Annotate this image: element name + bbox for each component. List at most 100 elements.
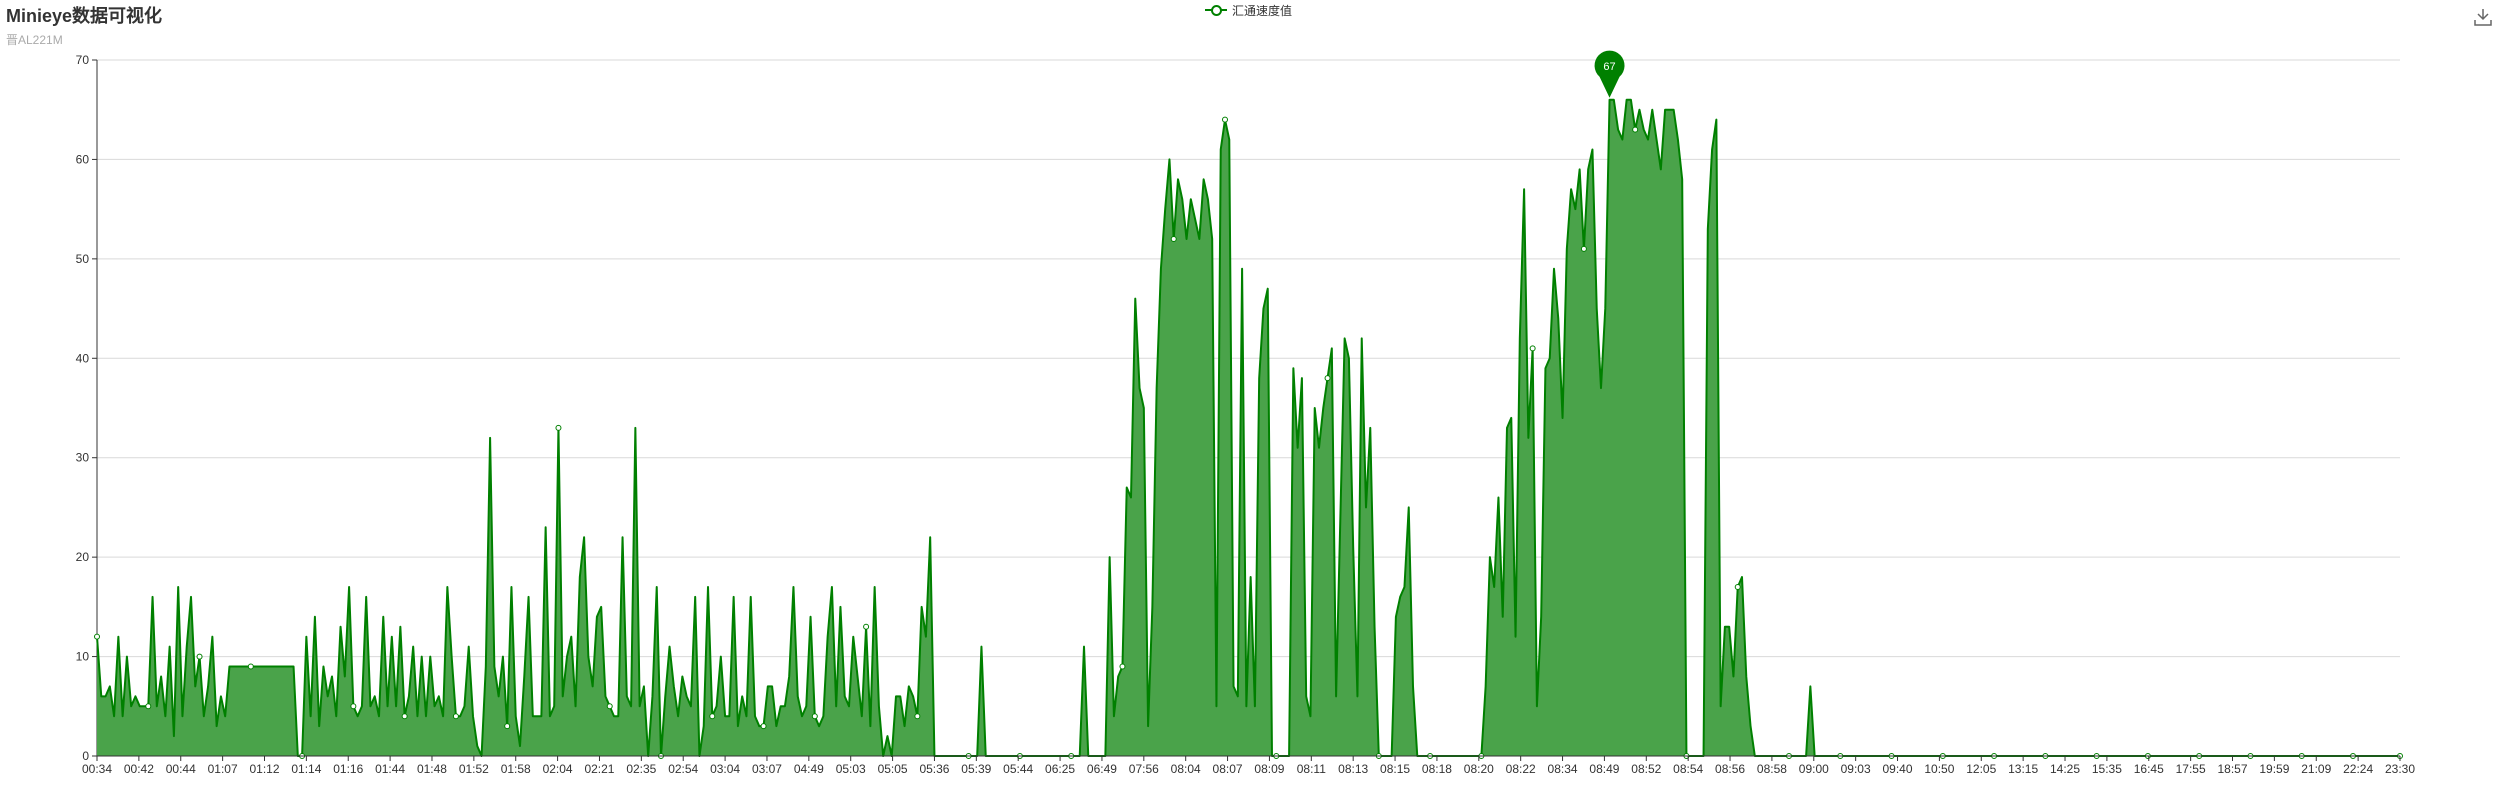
x-tick-label: 02:04 [543, 762, 573, 776]
x-tick-label: 02:54 [668, 762, 698, 776]
x-tick-label: 08:18 [1422, 762, 1452, 776]
chart-subtitle: 晋AL221M [6, 33, 63, 47]
chart-title: Minieye数据可视化 [6, 6, 163, 26]
data-point[interactable] [1170, 235, 1177, 242]
x-tick-label: 08:54 [1673, 762, 1703, 776]
x-tick-label: 07:56 [1129, 762, 1159, 776]
data-point[interactable] [452, 713, 459, 720]
y-tick-label: 30 [76, 451, 90, 465]
x-tick-label: 08:20 [1464, 762, 1494, 776]
data-point[interactable] [1734, 583, 1741, 590]
x-tick-label: 01:07 [208, 762, 238, 776]
x-tick-label: 01:14 [291, 762, 321, 776]
x-tick-label: 01:16 [333, 762, 363, 776]
x-tick-label: 10:50 [1924, 762, 1954, 776]
data-point[interactable] [1324, 375, 1331, 382]
x-tick-label: 09:03 [1841, 762, 1871, 776]
y-tick-label: 40 [76, 351, 90, 365]
legend-line-circle-icon [1205, 4, 1227, 16]
data-point[interactable] [863, 623, 870, 630]
x-tick-label: 17:55 [2176, 762, 2206, 776]
x-tick-label: 12:05 [1966, 762, 1996, 776]
data-point[interactable] [914, 713, 921, 720]
data-point[interactable] [709, 713, 716, 720]
x-tick-label: 16:45 [2134, 762, 2164, 776]
x-tick-label: 06:49 [1087, 762, 1117, 776]
x-tick-label: 08:58 [1757, 762, 1787, 776]
data-point[interactable] [1119, 663, 1126, 670]
data-point[interactable] [401, 713, 408, 720]
y-tick-label: 10 [76, 650, 90, 664]
x-tick-label: 08:04 [1171, 762, 1201, 776]
x-tick-label: 03:07 [752, 762, 782, 776]
y-tick-label: 20 [76, 550, 90, 564]
y-tick-label: 60 [76, 152, 90, 166]
x-tick-label: 05:44 [1003, 762, 1033, 776]
y-tick-label: 70 [76, 53, 90, 67]
x-tick-label: 01:44 [375, 762, 405, 776]
x-tick-label: 08:13 [1338, 762, 1368, 776]
x-tick-label: 23:30 [2385, 762, 2415, 776]
data-point[interactable] [1222, 116, 1228, 123]
x-tick-label: 18:57 [2217, 762, 2247, 776]
x-tick-label: 08:07 [1213, 762, 1243, 776]
x-tick-label: 05:03 [836, 762, 866, 776]
x-axis: 00:34 00:42 00:44 01:07 01:12 01:14 01:16 01:44… [82, 755, 2415, 776]
x-tick-label: 00:42 [124, 762, 154, 776]
x-tick-label: 08:56 [1715, 762, 1745, 776]
x-tick-label: 08:22 [1506, 762, 1536, 776]
x-tick-label: 01:48 [417, 762, 447, 776]
x-tick-label: 01:58 [501, 762, 531, 776]
x-tick-label: 13:15 [2008, 762, 2038, 776]
x-tick-label: 05:36 [919, 762, 949, 776]
legend-item-speed[interactable]: 汇通速度值 [1205, 2, 1292, 18]
data-point[interactable] [811, 713, 818, 720]
x-tick-label: 15:35 [2092, 762, 2122, 776]
data-point[interactable] [504, 723, 511, 730]
data-point[interactable] [350, 703, 357, 710]
max-pin-label: 67 [1603, 61, 1615, 73]
y-tick-label: 0 [82, 749, 89, 763]
series-speed [94, 98, 2403, 759]
max-pin-icon [1594, 50, 1625, 98]
y-axis: 0 10 20 30 40 50 60 70 [76, 53, 98, 763]
x-tick-label: 01:52 [459, 762, 489, 776]
data-point[interactable] [94, 633, 100, 640]
x-tick-label: 02:35 [626, 762, 656, 776]
x-tick-label: 22:24 [2343, 762, 2373, 776]
legend-label: 汇通速度值 [1232, 3, 1293, 18]
x-tick-label: 01:12 [249, 762, 279, 776]
data-point[interactable] [196, 653, 203, 660]
x-tick-label: 08:15 [1380, 762, 1410, 776]
data-point[interactable] [1580, 245, 1587, 252]
data-point[interactable] [1632, 126, 1639, 133]
speed-line [96, 98, 2400, 757]
x-tick-label: 08:11 [1297, 762, 1326, 776]
x-tick-label: 08:49 [1589, 762, 1619, 776]
x-tick-label: 06:25 [1045, 762, 1075, 776]
max-marker: 67 [1594, 50, 1625, 98]
data-point[interactable] [145, 703, 152, 710]
x-tick-label: 05:05 [878, 762, 908, 776]
data-point[interactable] [555, 424, 562, 431]
x-tick-label: 02:21 [584, 762, 614, 776]
x-tick-label: 04:49 [794, 762, 824, 776]
x-tick-label: 19:59 [2259, 762, 2289, 776]
x-tick-label: 08:09 [1254, 762, 1284, 776]
x-tick-label: 14:25 [2050, 762, 2080, 776]
data-point[interactable] [606, 703, 613, 710]
x-tick-label: 08:52 [1631, 762, 1661, 776]
data-point[interactable] [247, 663, 254, 670]
data-point[interactable] [1529, 345, 1536, 352]
x-tick-label: 09:40 [1883, 762, 1913, 776]
x-tick-label: 03:04 [710, 762, 740, 776]
x-tick-label: 09:00 [1799, 762, 1829, 776]
download-icon[interactable] [2472, 6, 2494, 28]
data-point[interactable] [760, 723, 767, 730]
x-tick-label: 08:34 [1548, 762, 1578, 776]
x-tick-label: 00:44 [166, 762, 196, 776]
x-tick-label: 21:09 [2301, 762, 2331, 776]
x-tick-label: 05:39 [961, 762, 991, 776]
x-tick-label: 00:34 [82, 762, 112, 776]
